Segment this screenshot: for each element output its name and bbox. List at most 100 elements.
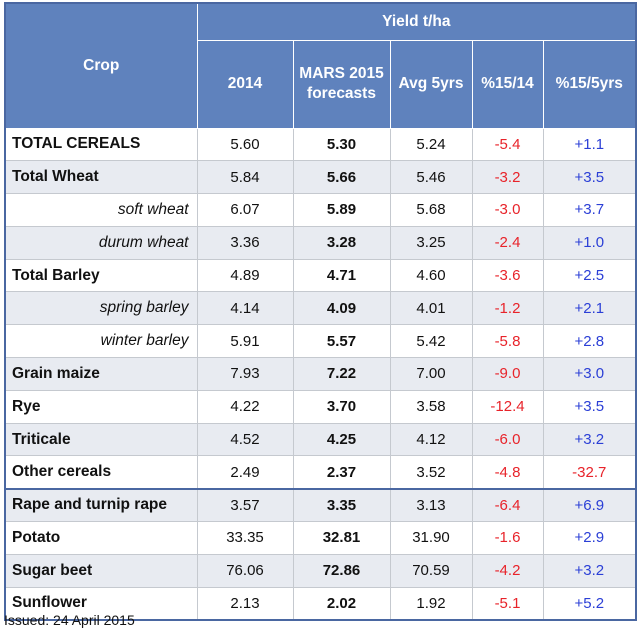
table-row: durum wheat 3.36 3.28 3.25 -2.4 +1.0 bbox=[4, 225, 637, 260]
pct-15-5yrs: +5.2 bbox=[542, 586, 637, 621]
pct-15-5yrs: +2.9 bbox=[542, 521, 637, 555]
pct-15-5yrs: +3.5 bbox=[542, 160, 637, 195]
pct-15-14: -2.4 bbox=[471, 225, 544, 260]
yield-2014: 3.36 bbox=[196, 225, 294, 260]
avg-5yrs: 3.25 bbox=[389, 225, 473, 260]
col-header-avg-5yrs: Avg 5yrs bbox=[389, 39, 473, 129]
mars-forecast: 3.28 bbox=[292, 225, 391, 260]
mars-forecast: 2.37 bbox=[292, 455, 391, 490]
mars-forecast: 72.86 bbox=[292, 553, 391, 588]
crop-name: Potato bbox=[4, 521, 198, 555]
mars-forecast: 4.25 bbox=[292, 422, 391, 457]
crop-name: Sugar beet bbox=[4, 553, 198, 588]
avg-5yrs: 4.01 bbox=[389, 291, 473, 326]
mars-forecast: 32.81 bbox=[292, 521, 391, 555]
yield-2014: 7.93 bbox=[196, 357, 294, 391]
pct-15-14: -4.2 bbox=[471, 553, 544, 588]
mars-label-line1: MARS 2015 bbox=[299, 65, 384, 82]
avg-5yrs: 5.68 bbox=[389, 193, 473, 227]
mars-forecast: 5.89 bbox=[292, 193, 391, 227]
crop-column-header: Crop bbox=[4, 2, 198, 129]
pct-15-14: -1.6 bbox=[471, 521, 544, 555]
issued-date: Issued: 24 April 2015 bbox=[4, 612, 135, 628]
col-header-mars-2015: MARS 2015 forecasts bbox=[292, 39, 391, 129]
pct-15-14: -6.0 bbox=[471, 422, 544, 457]
table-row: Grain maize 7.93 7.22 7.00 -9.0 +3.0 bbox=[4, 357, 637, 391]
avg-5yrs: 4.60 bbox=[389, 258, 473, 293]
crop-name: Total Wheat bbox=[4, 160, 198, 195]
avg-5yrs: 5.42 bbox=[389, 324, 473, 359]
table-row: TOTAL CEREALS 5.60 5.30 5.24 -5.4 +1.1 bbox=[4, 127, 637, 162]
table-row: Potato 33.35 32.81 31.90 -1.6 +2.9 bbox=[4, 521, 637, 555]
avg-5yrs: 5.46 bbox=[389, 160, 473, 195]
pct-15-14: -3.2 bbox=[471, 160, 544, 195]
table-row: Other cereals 2.49 2.37 3.52 -4.8 -32.7 bbox=[4, 455, 637, 490]
table-row: soft wheat 6.07 5.89 5.68 -3.0 +3.7 bbox=[4, 193, 637, 227]
crop-name: Sunflower bbox=[4, 586, 198, 621]
crop-name: durum wheat bbox=[4, 225, 198, 260]
crop-name: spring barley bbox=[4, 291, 198, 326]
mars-forecast: 4.71 bbox=[292, 258, 391, 293]
yield-2014: 2.49 bbox=[196, 455, 294, 490]
pct-15-5yrs: +3.0 bbox=[542, 357, 637, 391]
avg-5yrs: 5.24 bbox=[389, 127, 473, 162]
table-row: Rape and turnip rape 3.57 3.35 3.13 -6.4… bbox=[4, 487, 637, 523]
yield-table: Crop Yield t/ha 2014 MARS 2015 forecasts… bbox=[4, 2, 638, 621]
pct-15-5yrs: -32.7 bbox=[542, 455, 637, 490]
pct-15-5yrs: +1.0 bbox=[542, 225, 637, 260]
crop-name: Other cereals bbox=[4, 455, 198, 490]
mars-forecast: 3.70 bbox=[292, 389, 391, 424]
pct-15-5yrs: +3.7 bbox=[542, 193, 637, 227]
table-row: Sunflower 2.13 2.02 1.92 -5.1 +5.2 bbox=[4, 586, 637, 621]
pct-15-14: -12.4 bbox=[471, 389, 544, 424]
crop-name: soft wheat bbox=[4, 193, 198, 227]
yield-2014: 4.22 bbox=[196, 389, 294, 424]
pct-15-14: -3.6 bbox=[471, 258, 544, 293]
yield-2014: 4.52 bbox=[196, 422, 294, 457]
mars-forecast: 5.30 bbox=[292, 127, 391, 162]
mars-forecast: 7.22 bbox=[292, 357, 391, 391]
mars-forecast: 4.09 bbox=[292, 291, 391, 326]
pct-15-5yrs: +6.9 bbox=[542, 487, 637, 523]
avg-5yrs: 1.92 bbox=[389, 586, 473, 621]
yield-2014: 33.35 bbox=[196, 521, 294, 555]
table-row: Total Barley 4.89 4.71 4.60 -3.6 +2.5 bbox=[4, 258, 637, 293]
col-header-pct-15-14: %15/14 bbox=[471, 39, 544, 129]
crop-name: Grain maize bbox=[4, 357, 198, 391]
col-header-pct-15-5yrs: %15/5yrs bbox=[542, 39, 637, 129]
yield-2014: 4.89 bbox=[196, 258, 294, 293]
yield-2014: 76.06 bbox=[196, 553, 294, 588]
mars-forecast: 5.57 bbox=[292, 324, 391, 359]
crop-name: winter barley bbox=[4, 324, 198, 359]
pct-15-5yrs: +3.2 bbox=[542, 422, 637, 457]
crop-name: Rape and turnip rape bbox=[4, 487, 198, 523]
mars-label-line2: forecasts bbox=[307, 85, 376, 102]
crop-name: TOTAL CEREALS bbox=[4, 127, 198, 162]
col-header-2014: 2014 bbox=[196, 39, 294, 129]
yield-2014: 3.57 bbox=[196, 487, 294, 523]
pct-15-5yrs: +2.8 bbox=[542, 324, 637, 359]
avg-5yrs: 3.52 bbox=[389, 455, 473, 490]
crop-name: Triticale bbox=[4, 422, 198, 457]
pct-15-5yrs: +3.5 bbox=[542, 389, 637, 424]
mars-forecast: 2.02 bbox=[292, 586, 391, 621]
pct-15-14: -6.4 bbox=[471, 487, 544, 523]
crop-name: Rye bbox=[4, 389, 198, 424]
avg-5yrs: 3.13 bbox=[389, 487, 473, 523]
avg-5yrs: 31.90 bbox=[389, 521, 473, 555]
yield-2014: 6.07 bbox=[196, 193, 294, 227]
pct-15-14: -5.1 bbox=[471, 586, 544, 621]
table-row: Total Wheat 5.84 5.66 5.46 -3.2 +3.5 bbox=[4, 160, 637, 195]
avg-5yrs: 3.58 bbox=[389, 389, 473, 424]
avg-5yrs: 7.00 bbox=[389, 357, 473, 391]
yield-group-header: Yield t/ha bbox=[196, 2, 637, 41]
crop-name: Total Barley bbox=[4, 258, 198, 293]
pct-15-5yrs: +3.2 bbox=[542, 553, 637, 588]
yield-2014: 5.91 bbox=[196, 324, 294, 359]
table-row: Rye 4.22 3.70 3.58 -12.4 +3.5 bbox=[4, 389, 637, 424]
pct-15-5yrs: +1.1 bbox=[542, 127, 637, 162]
avg-5yrs: 4.12 bbox=[389, 422, 473, 457]
table-row: winter barley 5.91 5.57 5.42 -5.8 +2.8 bbox=[4, 324, 637, 359]
table-row: Sugar beet 76.06 72.86 70.59 -4.2 +3.2 bbox=[4, 553, 637, 588]
pct-15-14: -3.0 bbox=[471, 193, 544, 227]
